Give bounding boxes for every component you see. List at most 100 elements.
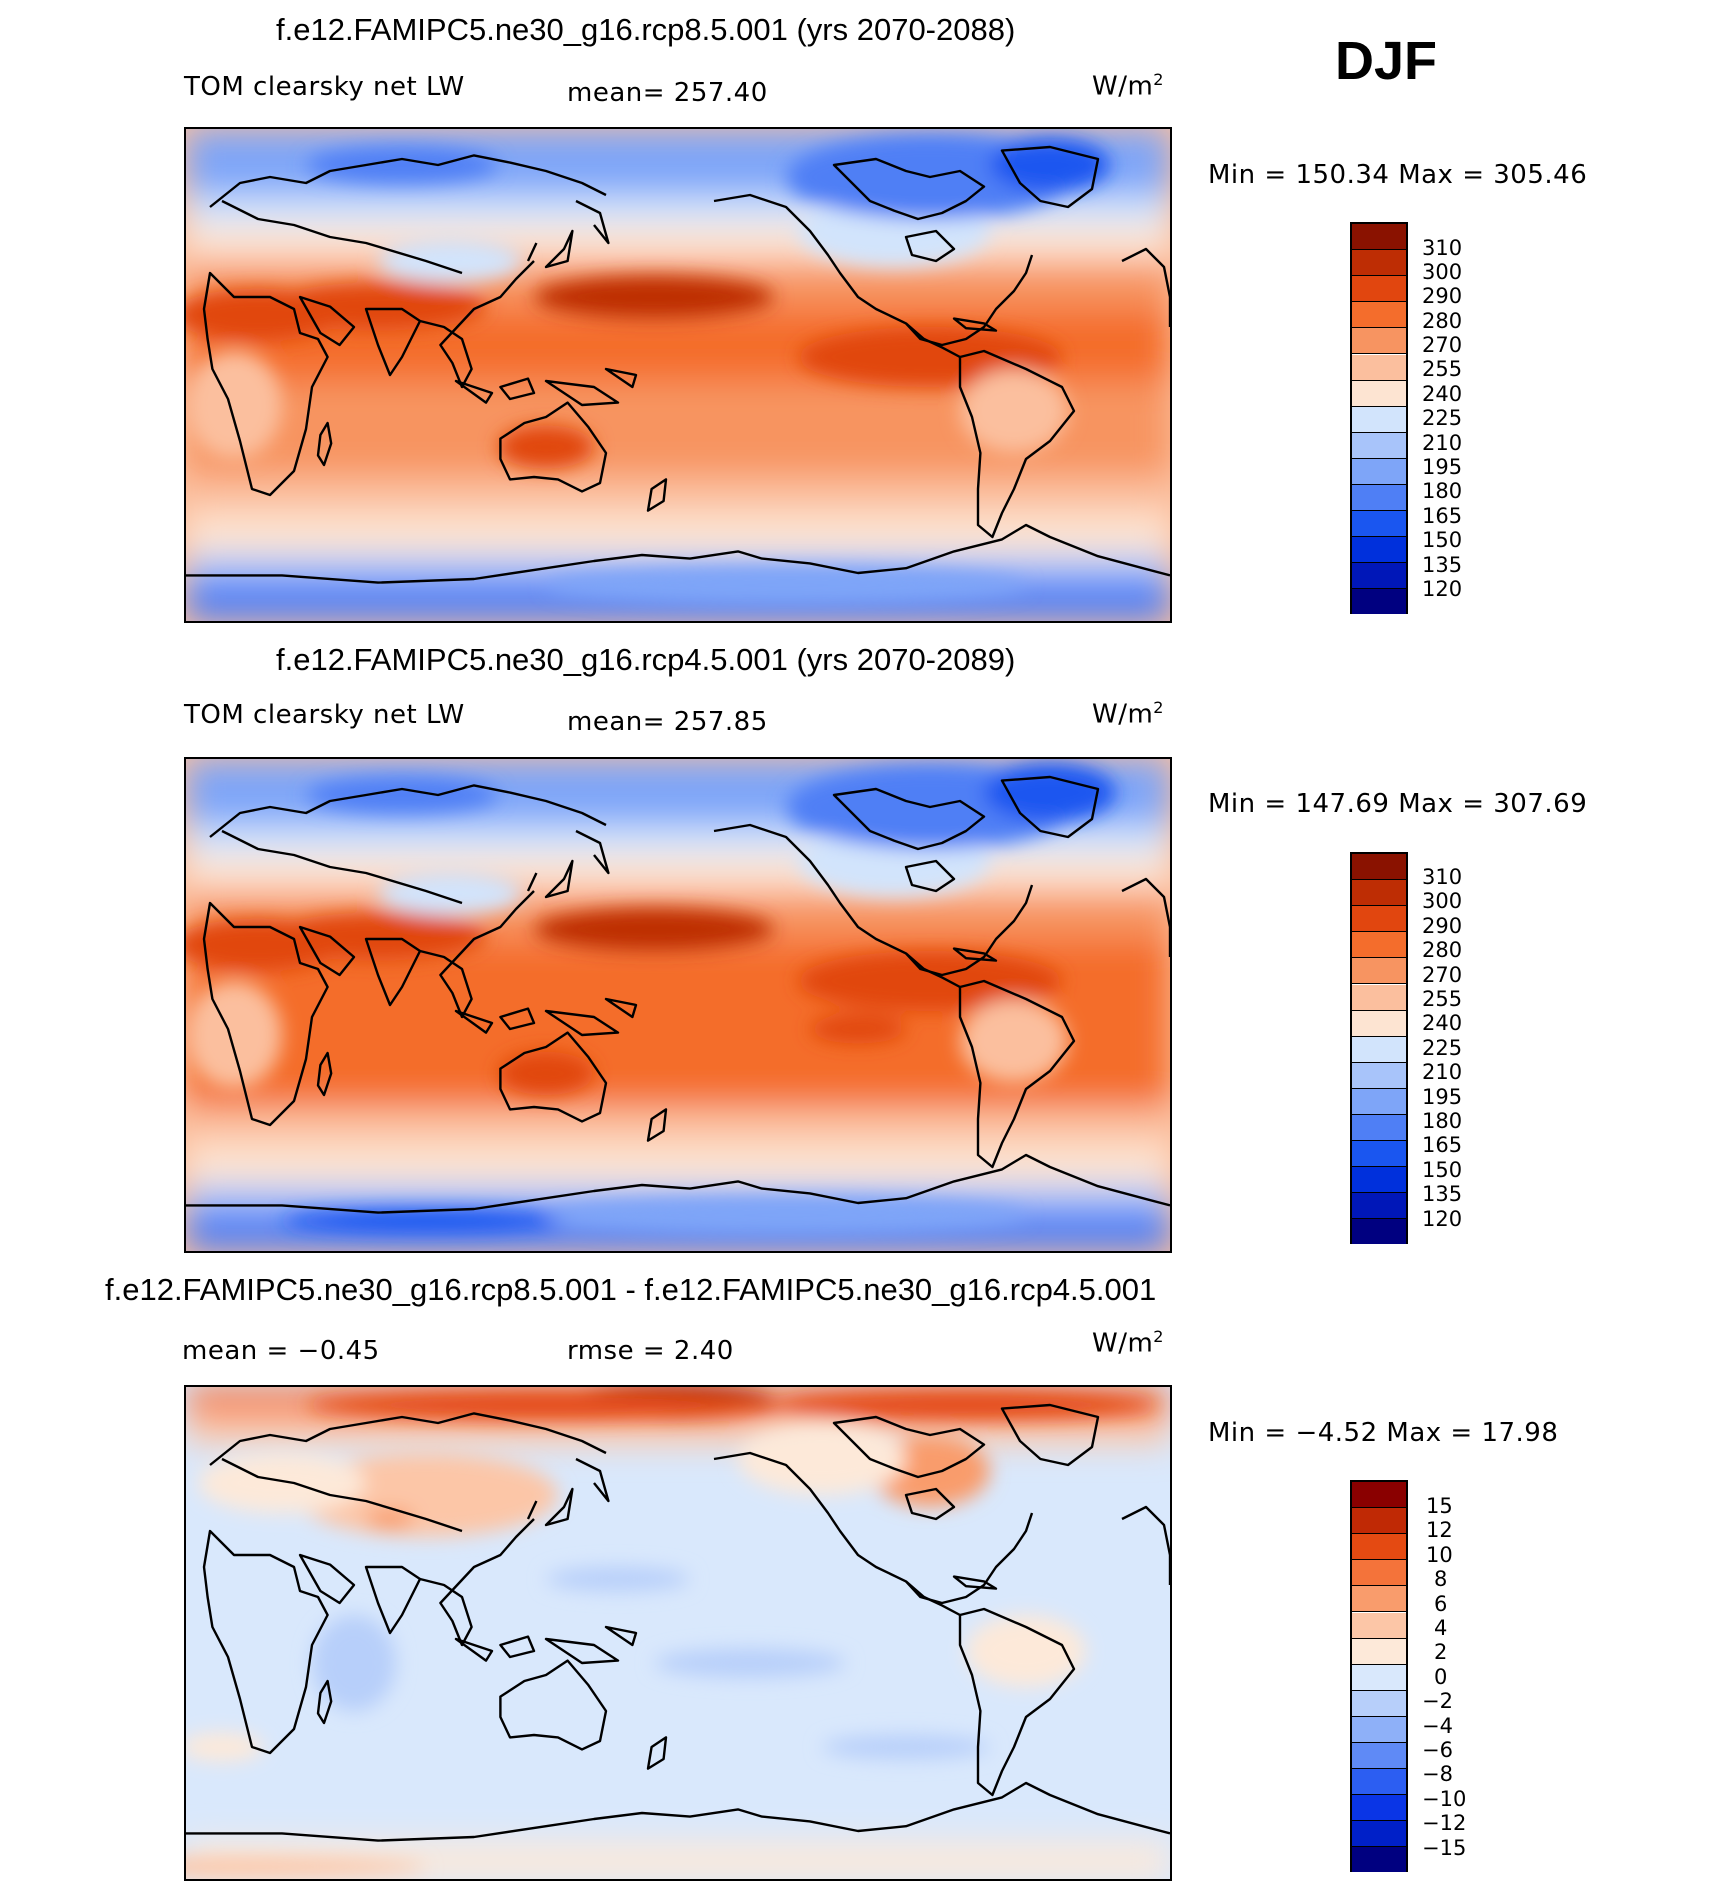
colorbar-tick-label: 180 [1422,1109,1463,1133]
panel1-colorbar-cell [1352,380,1406,407]
panel3-colorbar-cell [1352,1690,1406,1717]
panel3-colorbar-cell [1352,1586,1406,1613]
panel3-colorbar-cell [1352,1508,1406,1535]
colorbar-tick-label: −15 [1422,1836,1467,1860]
panel2-title: f.e12.FAMIPC5.ne30_g16.rcp4.5.001 (yrs 2… [276,642,1016,677]
colorbar-tick-label: −4 [1422,1714,1453,1738]
panel1-units: W/m2 [1092,70,1164,102]
panel1-mean: mean= 257.40 [567,78,768,108]
colorbar-tick-label: 300 [1422,889,1463,913]
panel3-colorbar [1350,1480,1408,1872]
panel1-colorbar-cell [1352,537,1406,564]
panel1-colorbar-cell [1352,458,1406,485]
panel1-colorbar-cell [1352,276,1406,303]
panel1-minmax: Min = 150.34 Max = 305.46 [1208,160,1588,190]
colorbar-tick-label: 135 [1422,1182,1463,1206]
panel1-colorbar-cell [1352,511,1406,538]
panel1-colorbar-cell [1352,328,1406,355]
colorbar-tick-label: −6 [1422,1738,1453,1762]
colorbar-tick-label: 225 [1422,1036,1463,1060]
panel1-map [184,127,1172,623]
colorbar-tick-label: 240 [1422,382,1463,406]
colorbar-tick-label: 150 [1422,528,1463,552]
panel3-colorbar-cell [1352,1612,1406,1639]
colorbar-tick-label: 290 [1422,284,1463,308]
colorbar-tick-label: 310 [1422,236,1463,260]
panel2-minmax: Min = 147.69 Max = 307.69 [1208,789,1588,819]
panel3-colorbar-cell [1352,1847,1406,1872]
panel3-colorbar-cell [1352,1482,1406,1509]
colorbar-tick-label: 2 [1434,1640,1448,1664]
colorbar-tick-label: 240 [1422,1011,1463,1035]
panel3-colorbar-cell [1352,1821,1406,1848]
panel2-colorbar-cell [1352,1088,1406,1115]
panel3-units: W/m2 [1092,1327,1164,1359]
panel2-colorbar-cell [1352,984,1406,1011]
colorbar-tick-label: −12 [1422,1811,1467,1835]
colorbar-tick-label: 135 [1422,553,1463,577]
colorbar-tick-label: 180 [1422,479,1463,503]
panel3-title: f.e12.FAMIPC5.ne30_g16.rcp8.5.001 - f.e1… [105,1272,1157,1307]
colorbar-tick-label: 10 [1426,1543,1453,1567]
panel3-colorbar-cell [1352,1795,1406,1822]
panel1-colorbar-cell [1352,250,1406,277]
panel3-rmse: rmse = 2.40 [567,1336,734,1366]
colorbar-tick-label: 12 [1426,1518,1453,1542]
colorbar-tick-label: −10 [1422,1787,1467,1811]
colorbar-tick-label: 290 [1422,914,1463,938]
panel2-colorbar-cell [1352,958,1406,985]
panel2-variable: TOM clearsky net LW [184,700,465,730]
panel2-colorbar-cell [1352,1141,1406,1168]
panel2-colorbar-cell [1352,1036,1406,1063]
panel3-colorbar-cell [1352,1560,1406,1587]
panel1-colorbar-cell [1352,406,1406,433]
panel3-colorbar-cell [1352,1638,1406,1665]
panel2-mean: mean= 257.85 [567,707,768,737]
colorbar-tick-label: 120 [1422,577,1463,601]
panel2-colorbar-cell [1352,1115,1406,1142]
panel3-colorbar-cell [1352,1534,1406,1561]
panel1-colorbar-cell [1352,485,1406,512]
panel3-map [184,1385,1172,1881]
panel3-mean: mean = −0.45 [182,1336,380,1366]
panel2-colorbar-cell [1352,1193,1406,1220]
panel1-colorbar [1350,222,1408,614]
colorbar-tick-label: 280 [1422,309,1463,333]
panel3-minmax: Min = −4.52 Max = 17.98 [1208,1418,1559,1448]
panel3-colorbar-cell [1352,1769,1406,1796]
colorbar-tick-label: 4 [1434,1616,1448,1640]
panel2-colorbar-cell [1352,906,1406,933]
panel3-colorbar-cell [1352,1716,1406,1743]
panel2-colorbar-cell [1352,854,1406,881]
colorbar-tick-label: 15 [1426,1494,1453,1518]
panel2-map [184,757,1172,1253]
colorbar-tick-label: 210 [1422,1060,1463,1084]
colorbar-tick-label: 120 [1422,1207,1463,1231]
panel1-colorbar-cell [1352,563,1406,590]
colorbar-tick-label: 150 [1422,1158,1463,1182]
panel1-colorbar-cell [1352,432,1406,459]
panel1-colorbar-cell [1352,354,1406,381]
colorbar-tick-label: 255 [1422,357,1463,381]
colorbar-tick-label: 270 [1422,963,1463,987]
season-label: DJF [1335,31,1438,91]
colorbar-tick-label: 210 [1422,431,1463,455]
panel2-colorbar-cell [1352,1167,1406,1194]
panel2-colorbar-cell [1352,1219,1406,1244]
colorbar-tick-label: −8 [1422,1762,1453,1786]
panel3-colorbar-cell [1352,1664,1406,1691]
panel2-colorbar-cell [1352,1010,1406,1037]
colorbar-tick-label: 6 [1434,1592,1448,1616]
panel1-title: f.e12.FAMIPC5.ne30_g16.rcp8.5.001 (yrs 2… [276,12,1016,47]
colorbar-tick-label: 255 [1422,987,1463,1011]
colorbar-tick-label: −2 [1422,1689,1453,1713]
panel2-colorbar-cell [1352,1062,1406,1089]
panel1-colorbar-cell [1352,302,1406,329]
colorbar-tick-label: 195 [1422,455,1463,479]
colorbar-tick-label: 225 [1422,406,1463,430]
colorbar-tick-label: 165 [1422,504,1463,528]
colorbar-tick-label: 280 [1422,938,1463,962]
colorbar-tick-label: 0 [1434,1665,1448,1689]
panel2-colorbar-cell [1352,932,1406,959]
panel1-colorbar-cell [1352,224,1406,251]
